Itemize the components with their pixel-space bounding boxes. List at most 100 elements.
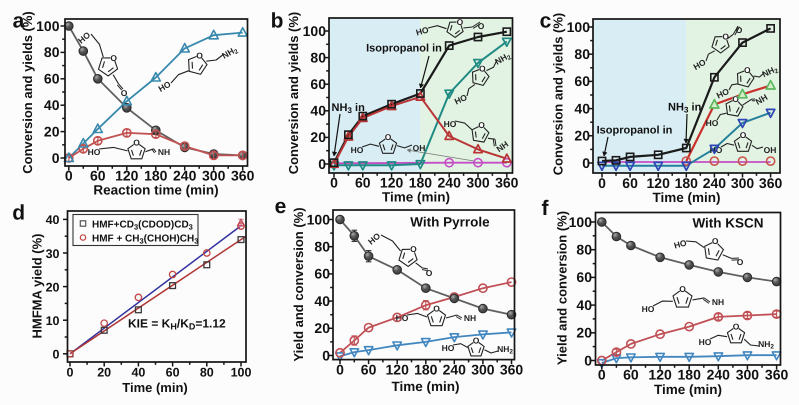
svg-text:HMF + CH3(CHOH)CH3: HMF + CH3(CHOH)CH3 bbox=[92, 234, 198, 246]
svg-text:100: 100 bbox=[36, 18, 60, 34]
svg-text:HMF+CD3(CDOD)CD3: HMF+CD3(CDOD)CD3 bbox=[92, 220, 193, 232]
svg-text:300: 300 bbox=[466, 175, 490, 191]
svg-text:O: O bbox=[133, 138, 140, 148]
svg-text:Isopropanol in: Isopropanol in bbox=[597, 125, 673, 137]
svg-text:O: O bbox=[473, 336, 480, 346]
svg-text:180: 180 bbox=[678, 367, 702, 383]
svg-text:20: 20 bbox=[314, 320, 330, 336]
svg-text:60: 60 bbox=[361, 362, 377, 378]
svg-text:300: 300 bbox=[471, 362, 495, 378]
svg-text:O: O bbox=[478, 120, 485, 130]
svg-text:With KSCN: With KSCN bbox=[692, 216, 763, 231]
svg-text:60: 60 bbox=[44, 71, 60, 87]
svg-text:Yield and conversion (%): Yield and conversion (%) bbox=[291, 207, 306, 361]
svg-text:O: O bbox=[478, 21, 485, 31]
svg-text:O: O bbox=[410, 244, 417, 254]
svg-text:HO: HO bbox=[444, 119, 457, 129]
svg-text:OH: OH bbox=[764, 145, 777, 155]
svg-text:360: 360 bbox=[500, 362, 524, 378]
svg-text:O: O bbox=[722, 32, 729, 42]
svg-text:O: O bbox=[712, 236, 719, 246]
svg-text:O: O bbox=[740, 130, 747, 140]
svg-text:Time (min): Time (min) bbox=[122, 380, 188, 395]
svg-text:NH: NH bbox=[158, 147, 170, 157]
svg-text:20: 20 bbox=[44, 123, 60, 139]
svg-text:0: 0 bbox=[65, 168, 73, 184]
svg-text:100: 100 bbox=[303, 23, 327, 39]
svg-text:NH3 in: NH3 in bbox=[332, 102, 366, 115]
svg-text:O: O bbox=[733, 322, 740, 332]
svg-text:60: 60 bbox=[574, 73, 590, 89]
svg-text:60: 60 bbox=[576, 269, 592, 285]
svg-text:Yield and conversion (%): Yield and conversion (%) bbox=[555, 211, 570, 365]
svg-text:80: 80 bbox=[200, 366, 214, 380]
svg-text:HO: HO bbox=[642, 304, 655, 314]
svg-text:KIE = KH/KD=1.12: KIE = KH/KD=1.12 bbox=[128, 317, 226, 332]
svg-text:HO: HO bbox=[88, 147, 101, 157]
svg-text:80: 80 bbox=[44, 44, 60, 60]
svg-text:O: O bbox=[732, 94, 739, 104]
svg-text:360: 360 bbox=[231, 168, 255, 184]
svg-text:Time (min): Time (min) bbox=[391, 379, 459, 394]
svg-text:HMFMA yield (%): HMFMA yield (%) bbox=[30, 234, 45, 339]
svg-text:360: 360 bbox=[765, 367, 789, 383]
svg-text:360: 360 bbox=[495, 175, 519, 191]
svg-text:Time (min): Time (min) bbox=[382, 189, 450, 204]
svg-text:180: 180 bbox=[144, 168, 168, 184]
svg-text:NH2: NH2 bbox=[758, 339, 774, 351]
svg-text:e: e bbox=[275, 195, 287, 218]
svg-text:180: 180 bbox=[409, 175, 433, 191]
svg-text:60: 60 bbox=[622, 175, 638, 191]
svg-text:b: b bbox=[271, 10, 284, 33]
svg-text:O: O bbox=[110, 53, 117, 63]
svg-text:O: O bbox=[479, 63, 486, 73]
svg-text:HO: HO bbox=[673, 238, 688, 251]
svg-text:0: 0 bbox=[53, 348, 60, 362]
svg-text:f: f bbox=[542, 197, 550, 220]
svg-text:40: 40 bbox=[574, 100, 590, 116]
svg-text:0: 0 bbox=[584, 352, 592, 368]
svg-text:60: 60 bbox=[166, 366, 180, 380]
svg-text:Conversion and yields (%): Conversion and yields (%) bbox=[551, 13, 566, 176]
svg-text:100: 100 bbox=[569, 214, 593, 230]
svg-text:100: 100 bbox=[307, 211, 331, 227]
svg-text:300: 300 bbox=[731, 175, 755, 191]
svg-text:80: 80 bbox=[576, 242, 592, 258]
svg-text:O: O bbox=[744, 65, 751, 75]
svg-text:60: 60 bbox=[310, 76, 326, 92]
svg-text:O: O bbox=[385, 132, 392, 142]
svg-text:240: 240 bbox=[703, 175, 727, 191]
svg-text:HO: HO bbox=[699, 337, 712, 347]
svg-text:Time (min): Time (min) bbox=[654, 382, 722, 397]
svg-text:HO: HO bbox=[442, 343, 455, 353]
svg-text:HO: HO bbox=[351, 145, 364, 155]
svg-text:120: 120 bbox=[386, 362, 410, 378]
svg-text:20: 20 bbox=[310, 129, 326, 145]
svg-text:300: 300 bbox=[202, 168, 226, 184]
svg-text:60: 60 bbox=[623, 367, 639, 383]
svg-text:20: 20 bbox=[97, 366, 111, 380]
svg-text:240: 240 bbox=[443, 362, 467, 378]
svg-text:0: 0 bbox=[322, 347, 330, 363]
svg-text:0: 0 bbox=[330, 175, 338, 191]
svg-text:0: 0 bbox=[318, 156, 326, 172]
svg-text:80: 80 bbox=[574, 46, 590, 62]
svg-text:60: 60 bbox=[90, 168, 106, 184]
svg-text:0: 0 bbox=[598, 175, 606, 191]
svg-text:100: 100 bbox=[231, 366, 252, 380]
svg-text:360: 360 bbox=[759, 175, 783, 191]
svg-text:HO: HO bbox=[396, 313, 409, 323]
svg-text:O: O bbox=[196, 50, 203, 60]
svg-text:HO: HO bbox=[706, 118, 719, 128]
svg-text:20: 20 bbox=[574, 128, 590, 144]
svg-text:NH: NH bbox=[712, 297, 724, 307]
svg-text:OH: OH bbox=[413, 143, 426, 153]
svg-text:20: 20 bbox=[46, 280, 60, 294]
svg-text:240: 240 bbox=[438, 175, 462, 191]
svg-text:30: 30 bbox=[46, 247, 60, 261]
svg-text:0: 0 bbox=[67, 366, 74, 380]
svg-text:O: O bbox=[736, 25, 743, 35]
svg-text:180: 180 bbox=[675, 175, 699, 191]
svg-text:80: 80 bbox=[310, 49, 326, 65]
svg-text:40: 40 bbox=[314, 293, 330, 309]
